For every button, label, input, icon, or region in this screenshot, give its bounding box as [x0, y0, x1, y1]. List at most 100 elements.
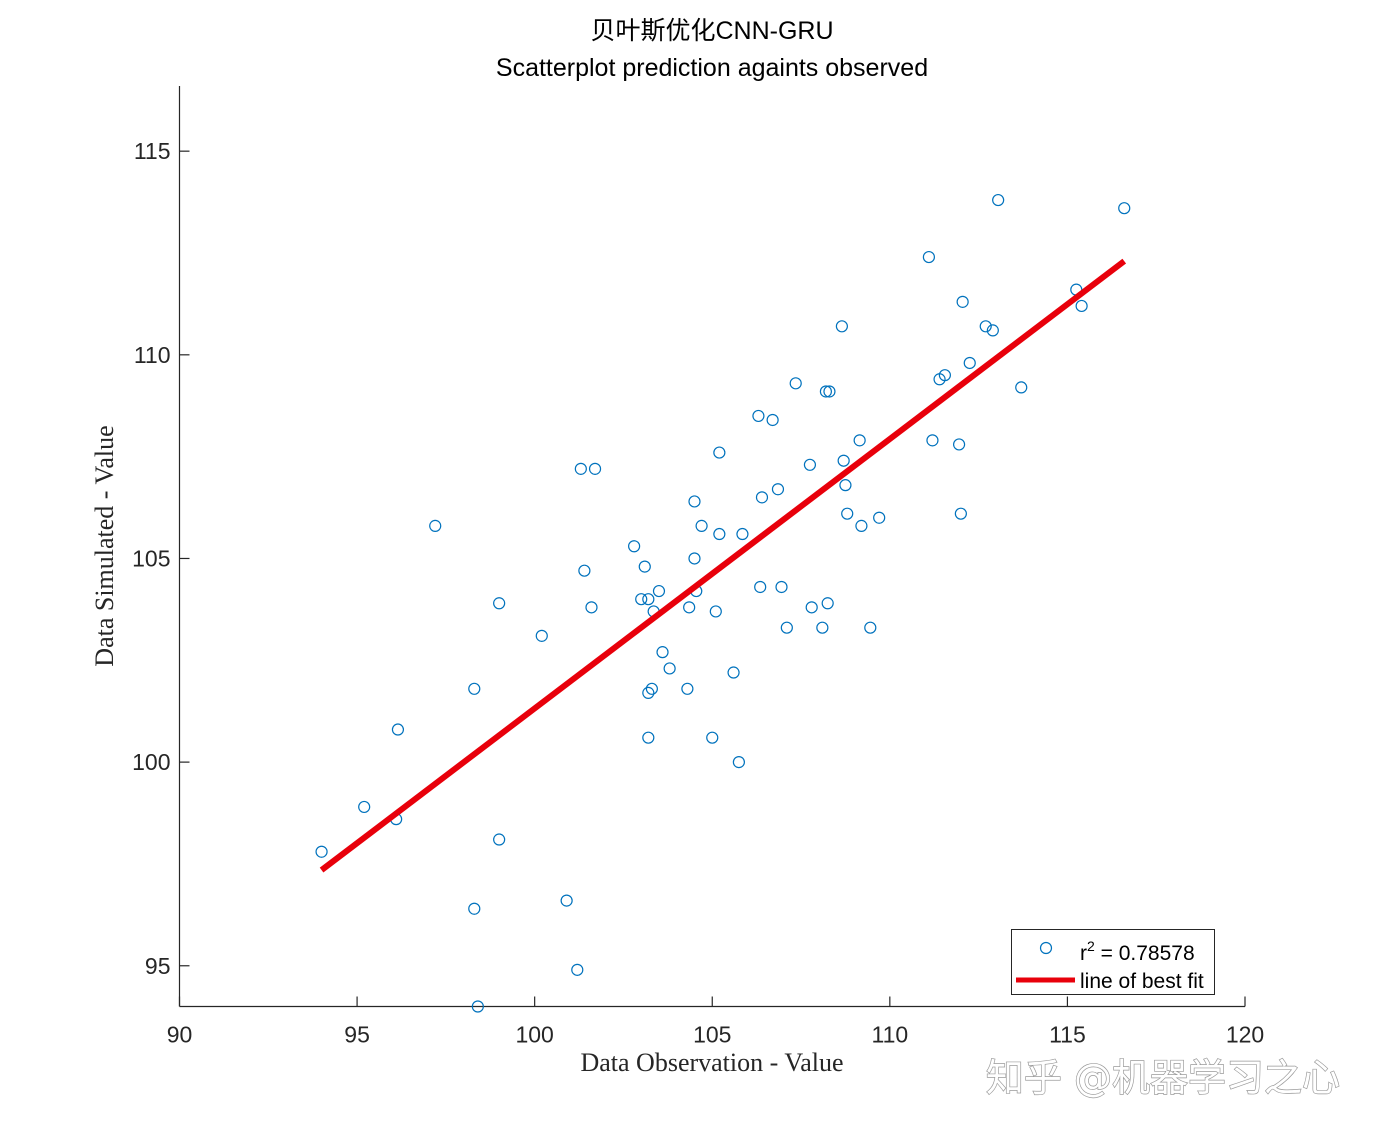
- scatter-point: [560, 894, 573, 907]
- best-fit-line-group: [319, 258, 1127, 873]
- legend-r-superscript: 2: [1087, 938, 1095, 954]
- scatter-point: [922, 250, 936, 264]
- scatter-point: [628, 540, 641, 553]
- scatter-point: [752, 409, 765, 423]
- scatter-point: [391, 723, 405, 736]
- legend-label-r2: r2 = 0.78578: [1080, 938, 1195, 965]
- scatter-point: [358, 800, 371, 814]
- scatter-point: [979, 320, 992, 333]
- scatter-point: [683, 601, 696, 614]
- scatter-point: [855, 519, 868, 532]
- scatter-point: [853, 434, 866, 447]
- scatter-point: [780, 621, 793, 634]
- watermark: 知乎 @机器学习之心: [986, 1056, 1340, 1100]
- scatter-point: [775, 580, 788, 594]
- scatter-point: [963, 356, 976, 370]
- scatter-point: [688, 552, 701, 565]
- scatter-point: [493, 833, 506, 846]
- scatter-point: [635, 593, 648, 606]
- scatter-point: [727, 666, 740, 679]
- scatter-point: [736, 527, 749, 541]
- scatter-point: [986, 324, 999, 337]
- scatter-point: [713, 527, 726, 541]
- scatter-point: [864, 621, 877, 634]
- scatter-point: [652, 584, 666, 598]
- legend-label-best-fit: line of best fit: [1080, 970, 1204, 993]
- best-fit-line: [319, 258, 1127, 873]
- scatter-point: [571, 963, 584, 976]
- x-tick-label: 105: [693, 1022, 731, 1048]
- scatter-point: [638, 560, 651, 573]
- scatter-point: [1118, 202, 1131, 215]
- scatter-point: [732, 756, 745, 769]
- y-tick-label: 100: [132, 749, 170, 775]
- scatter-point: [819, 385, 833, 398]
- scatter-point: [642, 731, 655, 744]
- legend-r-value: = 0.78578: [1095, 942, 1195, 965]
- scatter-point: [642, 686, 655, 699]
- scatter-point: [493, 597, 506, 610]
- scatter-point: [468, 682, 481, 695]
- scatter-point: [755, 491, 769, 504]
- legend-marker-circle: [1039, 941, 1053, 955]
- scatter-point: [926, 434, 939, 447]
- scatter-point: [992, 193, 1005, 207]
- x-axis-label: Data Observation - Value: [580, 1048, 843, 1077]
- scatter-point: [468, 902, 481, 915]
- scatter-point: [1075, 299, 1088, 313]
- scatter-point: [805, 601, 818, 614]
- x-tick-label: 120: [1226, 1022, 1264, 1048]
- y-tick-label: 105: [132, 545, 170, 571]
- scatter-point: [835, 320, 848, 333]
- scatter-point: [821, 597, 834, 610]
- chart-title: 贝叶斯优化CNN-GRU: [590, 17, 833, 45]
- scatter-point: [429, 519, 442, 532]
- scatter-point: [938, 369, 951, 382]
- x-tick-label: 100: [515, 1022, 553, 1048]
- y-tick-label: 110: [134, 342, 171, 368]
- scatter-point: [663, 662, 676, 675]
- scatter-point: [706, 731, 719, 744]
- scatter-point: [754, 580, 767, 594]
- scatter-point: [952, 438, 966, 451]
- scatter-point: [766, 413, 779, 427]
- y-ticks: 95 100 105 110 115: [132, 138, 190, 979]
- scatter-point: [803, 458, 817, 471]
- scatter-point: [709, 605, 722, 618]
- scatter-point: [873, 511, 886, 524]
- scatter-point: [789, 377, 802, 390]
- scatter-point: [315, 845, 328, 858]
- scatter-point: [954, 507, 967, 520]
- scatter-point: [471, 1000, 484, 1013]
- scatter-point: [588, 462, 602, 475]
- legend-box: [1011, 929, 1215, 995]
- scatter-point: [695, 519, 708, 532]
- scatter-point: [656, 646, 669, 659]
- scatter-point: [535, 629, 548, 642]
- chart-subtitle: Scatterplot prediction againts observed: [496, 54, 928, 82]
- scatter-point: [642, 593, 655, 606]
- scatter-point: [574, 462, 587, 475]
- x-tick-label: 90: [167, 1022, 193, 1048]
- scatter-point: [841, 507, 854, 520]
- axes: [178, 86, 1245, 1008]
- x-ticks: 90 95 100 105 110 115 120: [167, 996, 1264, 1048]
- scatter-point: [681, 682, 694, 695]
- y-tick-label: 95: [145, 953, 171, 979]
- scatter-points: [315, 193, 1131, 1013]
- scatter-point: [1015, 381, 1028, 394]
- scatter-point: [816, 621, 829, 634]
- x-tick-label: 110: [871, 1022, 908, 1048]
- scatter-point: [713, 446, 726, 459]
- scatter-point: [839, 479, 852, 492]
- scatter-point: [578, 564, 591, 577]
- y-axis-label: Data Simulated - Value: [90, 425, 119, 666]
- scatter-point: [645, 682, 658, 695]
- scatter-point: [823, 385, 836, 398]
- legend-r-text: r: [1080, 942, 1087, 965]
- scatter-point: [956, 295, 969, 308]
- scatter-point: [771, 483, 785, 496]
- legend: r2 = 0.78578 line of best fit: [1011, 929, 1215, 995]
- scatter-point: [837, 454, 850, 467]
